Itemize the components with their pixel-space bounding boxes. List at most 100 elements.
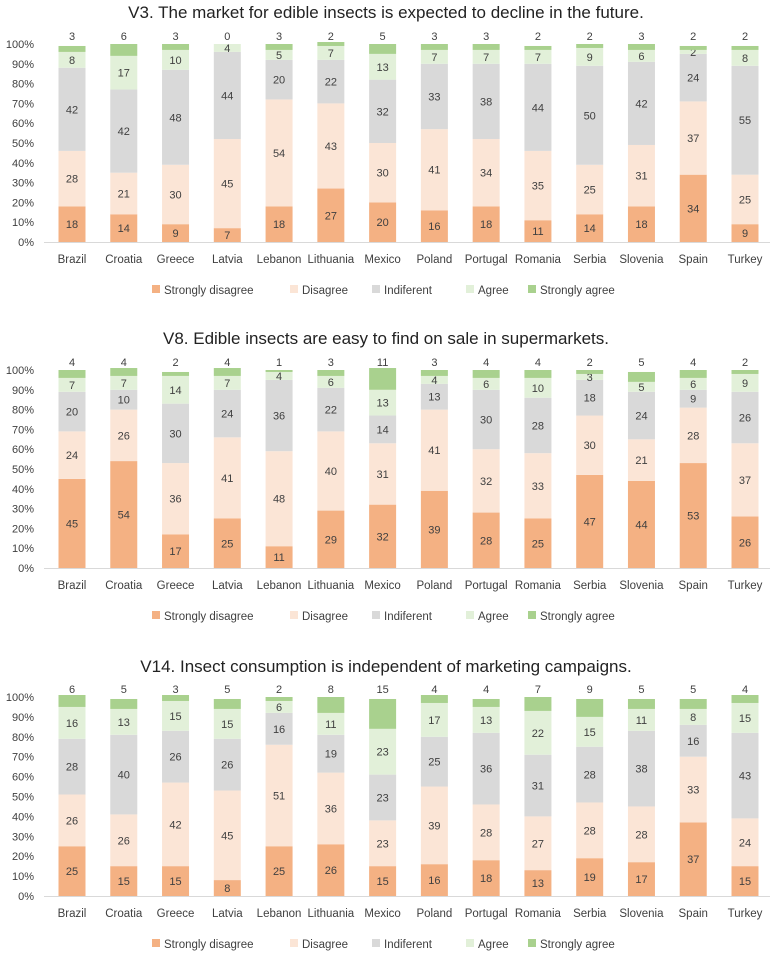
- legend-label: Strongly agree: [540, 939, 615, 951]
- bar-segment: [58, 846, 86, 896]
- category-label: Greece: [157, 908, 195, 920]
- bar-segment: [317, 697, 345, 713]
- category-label: Brazil: [58, 580, 87, 592]
- category-label: Brazil: [58, 908, 87, 920]
- data-label: 28: [584, 825, 596, 837]
- data-label: 3: [431, 31, 437, 43]
- data-label: 24: [739, 837, 751, 849]
- legend-label: Indiferent: [384, 285, 433, 297]
- data-label: 47: [584, 516, 596, 528]
- category-label: Romania: [515, 254, 562, 266]
- data-label: 3: [328, 357, 334, 369]
- data-label: 35: [532, 181, 544, 193]
- data-label: 2: [742, 357, 748, 369]
- bar-segment: [420, 702, 448, 737]
- data-label: 15: [169, 711, 181, 723]
- data-label: 41: [221, 473, 233, 485]
- legend-swatch: [290, 939, 298, 947]
- bar-segment: [265, 49, 293, 60]
- bar-segment: [576, 415, 604, 475]
- data-label: 31: [532, 781, 544, 793]
- bar-segment: [524, 377, 552, 398]
- category-label: Mexico: [364, 908, 400, 920]
- bar-segment: [369, 820, 397, 867]
- bar-segment: [627, 371, 655, 382]
- category-label: Mexico: [364, 254, 400, 266]
- data-label: 40: [325, 466, 337, 478]
- bar-segment: [110, 409, 138, 462]
- bar-segment: [162, 700, 190, 731]
- bar-segment: [213, 518, 241, 568]
- category-label: Portugal: [465, 580, 508, 592]
- bar-segment: [317, 370, 345, 376]
- bar-segment: [58, 370, 86, 378]
- bar-segment: [213, 437, 241, 519]
- legend-swatch: [466, 285, 474, 293]
- legend-label: Strongly disagree: [164, 285, 254, 297]
- data-label: 30: [376, 168, 388, 180]
- bar-segment: [576, 44, 604, 48]
- data-label: 31: [635, 171, 647, 183]
- bar-segment: [472, 63, 500, 140]
- data-label: 33: [532, 481, 544, 493]
- data-label: 22: [325, 77, 337, 89]
- data-label: 5: [638, 684, 644, 696]
- data-label: 25: [221, 538, 233, 550]
- bar-segment: [162, 224, 190, 242]
- data-label: 3: [172, 31, 178, 43]
- data-label: 15: [739, 876, 751, 888]
- data-label: 5: [276, 50, 282, 62]
- bar-segment: [162, 69, 190, 165]
- bar-segment: [731, 443, 759, 517]
- data-label: 13: [428, 392, 440, 404]
- data-label: 16: [273, 724, 285, 736]
- legend-swatch: [372, 939, 380, 947]
- data-label: 14: [169, 385, 181, 397]
- category-label: Slovenia: [619, 580, 664, 592]
- y-tick-label: 0%: [18, 891, 34, 903]
- bar-segment: [731, 866, 759, 896]
- data-label: 8: [690, 712, 696, 724]
- bar-segment: [110, 708, 138, 735]
- bar-segment: [317, 734, 345, 773]
- bar-segment: [213, 375, 241, 390]
- bar-segment: [317, 387, 345, 432]
- bar-segment: [369, 44, 397, 54]
- bar-segment: [420, 210, 448, 242]
- y-tick-label: 90%: [12, 712, 34, 724]
- legend-swatch: [152, 285, 160, 293]
- data-label: 26: [169, 752, 181, 764]
- bar-segment: [524, 150, 552, 221]
- bar-segment: [265, 59, 293, 100]
- bar-segment: [627, 708, 655, 731]
- bar-segment: [110, 172, 138, 215]
- y-tick-label: 30%: [12, 178, 34, 190]
- data-label: 6: [121, 31, 127, 43]
- category-label: Serbia: [573, 908, 607, 920]
- bar-segment: [317, 188, 345, 242]
- legend-swatch: [528, 611, 536, 619]
- y-tick-label: 20%: [12, 851, 34, 863]
- data-label: 45: [66, 518, 78, 530]
- y-tick-label: 70%: [12, 752, 34, 764]
- data-label: 18: [584, 393, 596, 405]
- bar-segment: [213, 44, 241, 52]
- data-label: 42: [169, 819, 181, 831]
- data-label: 28: [66, 174, 78, 186]
- category-label: Portugal: [465, 254, 508, 266]
- bar-segment: [627, 480, 655, 568]
- data-label: 28: [66, 762, 78, 774]
- category-label: Lithuania: [308, 254, 355, 266]
- data-label: 17: [118, 68, 130, 80]
- data-label: 1: [276, 357, 282, 369]
- bar-segment: [679, 53, 707, 102]
- legend-swatch: [528, 285, 536, 293]
- bar-segment: [524, 697, 552, 711]
- category-label: Croatia: [105, 580, 143, 592]
- category-label: Poland: [416, 908, 452, 920]
- data-label: 24: [221, 409, 233, 421]
- bar-segment: [58, 206, 86, 242]
- category-label: Spain: [679, 254, 708, 266]
- data-label: 7: [535, 52, 541, 64]
- data-label: 36: [480, 764, 492, 776]
